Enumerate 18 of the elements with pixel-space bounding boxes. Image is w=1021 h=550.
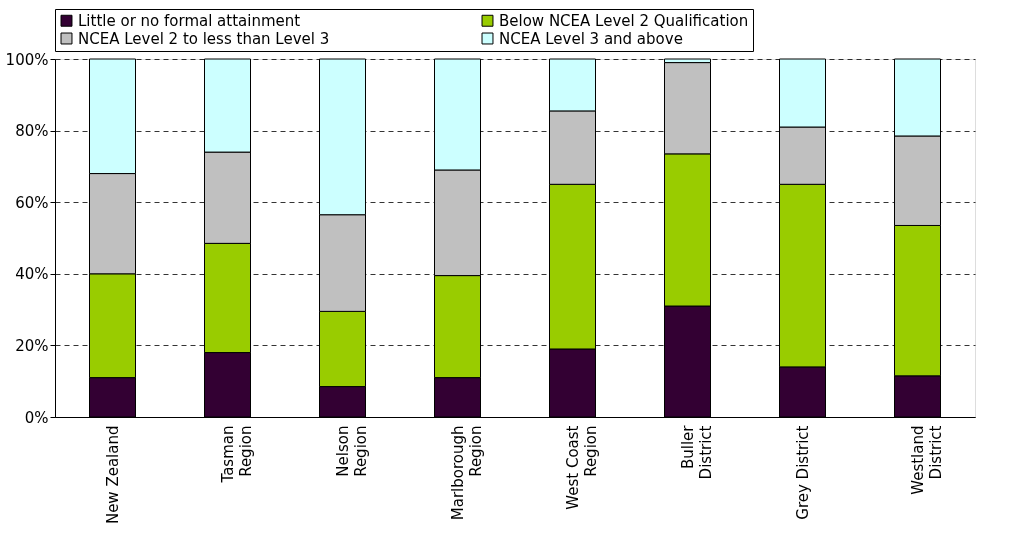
legend-label: NCEA Level 2 to less than Level 3 [78,29,330,48]
y-tick-label: 60% [15,193,49,212]
x-tick-label: Marlborough Region [448,425,485,521]
legend-label: Little or no formal attainment [78,11,301,30]
x-tick-label: Buller District [678,424,715,480]
y-tick-label: 80% [15,122,49,141]
x-tick-label: Grey District [793,425,812,520]
y-tick-label: 40% [15,265,49,284]
y-tick-label: 0% [24,408,49,427]
legend-label: Below NCEA Level 2 Qualification [499,11,749,30]
x-tick-label: Tasman Region [218,425,255,484]
x-tick-label: West Coast Region [563,425,600,510]
x-tick-label: New Zealand [103,425,122,525]
y-tick-label: 100% [5,50,49,69]
x-tick-label: Westland District [908,425,945,495]
legend-label: NCEA Level 3 and above [499,29,683,48]
y-tick-label: 20% [15,336,49,355]
x-tick-label: Nelson Region [333,425,370,477]
